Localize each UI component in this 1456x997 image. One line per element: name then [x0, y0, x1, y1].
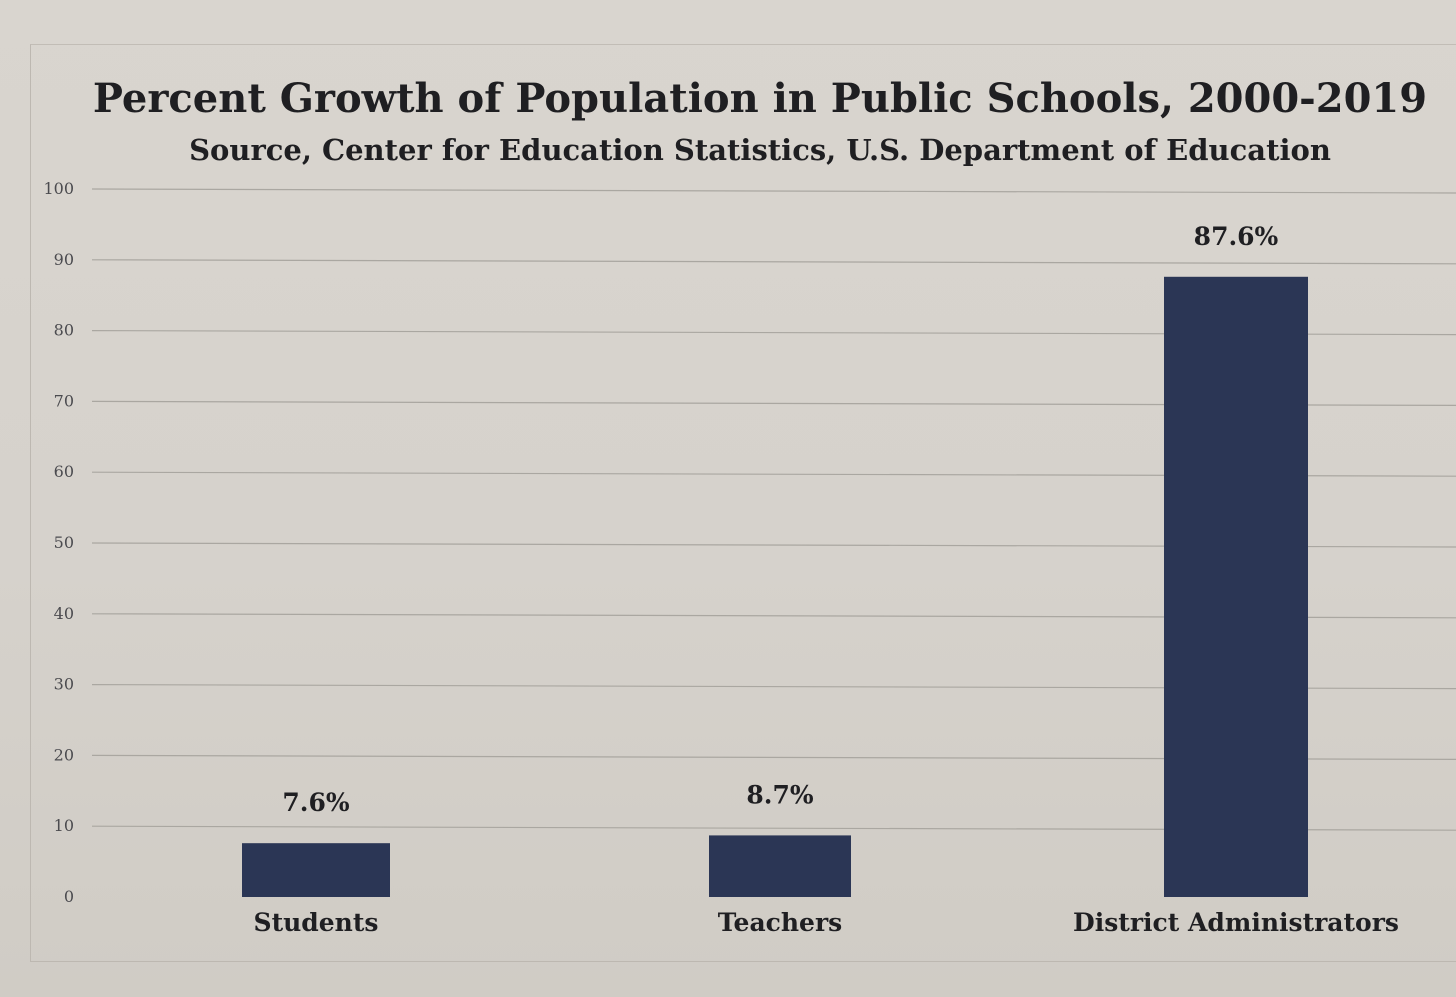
gridlines — [91, 188, 1456, 831]
y-tick-label: 40 — [54, 604, 74, 623]
y-tick-label: 0 — [64, 887, 74, 906]
y-axis-ticks: 0 10 20 30 40 50 60 70 80 90 100 — [43, 179, 74, 906]
chart-title: Percent Growth of Population in Public S… — [93, 75, 1427, 122]
category-label: Students — [254, 908, 379, 937]
y-tick-label: 100 — [43, 179, 74, 198]
y-tick-label: 60 — [54, 462, 74, 481]
bars — [242, 276, 1308, 897]
y-tick-label: 50 — [54, 533, 74, 552]
gridline-100 — [91, 188, 1456, 194]
chart-subtitle: Source, Center for Education Statistics,… — [189, 133, 1331, 167]
chart-panel — [30, 44, 1456, 962]
data-label: 8.7% — [746, 780, 813, 809]
y-tick-label: 70 — [54, 391, 74, 410]
data-label: 87.6% — [1194, 222, 1279, 251]
bar-teachers — [709, 835, 851, 897]
category-labels: Students Teachers District Administrators — [254, 908, 1399, 937]
bar-students — [242, 843, 390, 897]
y-tick-label: 30 — [54, 675, 74, 694]
y-tick-label: 90 — [54, 250, 74, 269]
category-label: Teachers — [718, 908, 842, 937]
gridline-90 — [91, 259, 1456, 265]
category-label: District Administrators — [1073, 908, 1399, 937]
y-tick-label: 20 — [54, 745, 74, 764]
data-labels: 7.6% 8.7% 87.6% — [282, 222, 1278, 817]
y-tick-label: 10 — [54, 816, 74, 835]
data-label: 7.6% — [282, 788, 349, 817]
y-tick-label: 80 — [54, 321, 74, 340]
bar-district-administrators — [1164, 276, 1308, 897]
